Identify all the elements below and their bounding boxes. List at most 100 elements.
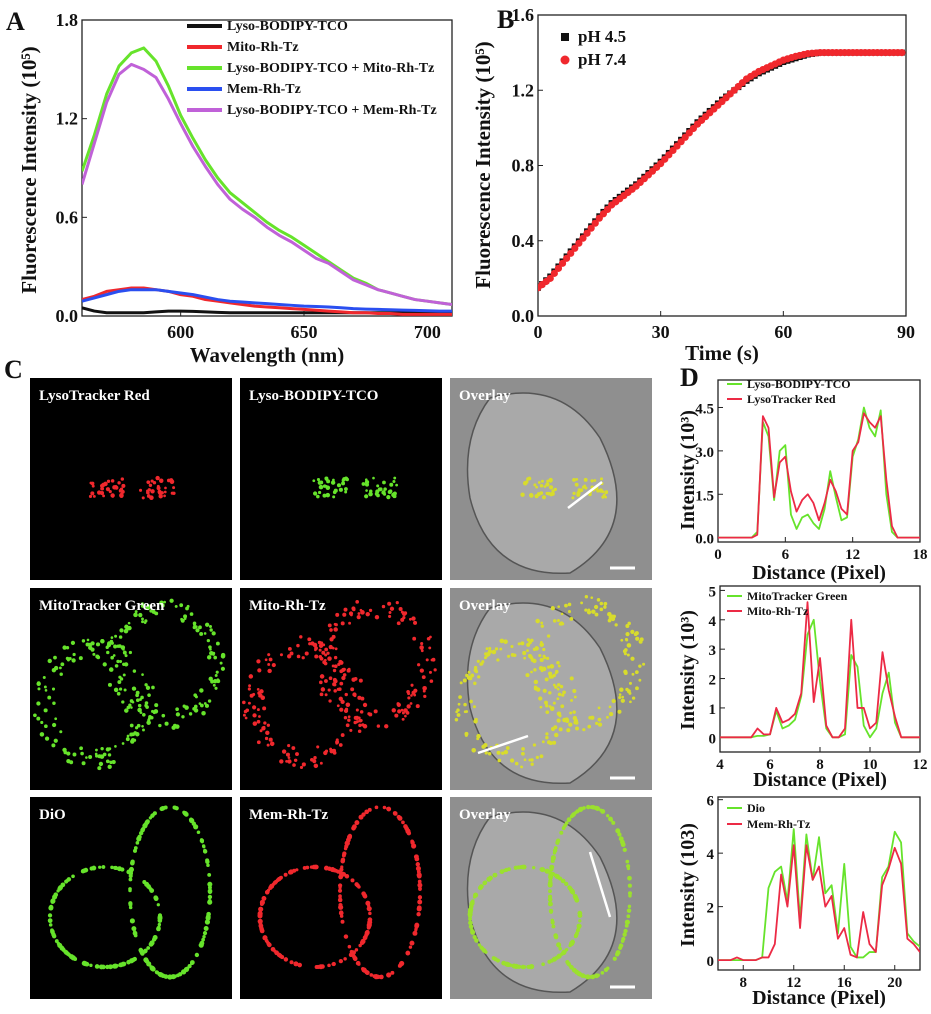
fluorescent-signal	[548, 485, 554, 490]
plot-frame	[717, 379, 921, 543]
fluorescent-signal	[289, 960, 294, 965]
fluorescent-signal	[366, 906, 372, 912]
fluorescent-signal	[642, 662, 646, 666]
fluorescent-signal	[420, 649, 424, 653]
fluorescent-signal	[130, 706, 133, 709]
fluorescent-signal	[274, 879, 279, 884]
fluorescent-signal	[264, 658, 268, 662]
fluorescent-signal	[482, 880, 487, 886]
fluorescent-signal	[108, 667, 114, 672]
fluorescent-signal	[560, 878, 566, 884]
fluorescent-signal	[570, 939, 575, 945]
fluorescent-signal	[468, 921, 473, 925]
fluorescent-signal	[331, 664, 335, 668]
fluorescent-signal	[549, 664, 555, 669]
fluorescent-signal	[366, 925, 371, 930]
y-tick-label: 0.8	[512, 156, 535, 176]
fluorescent-signal	[90, 641, 95, 646]
fluorescent-signal	[401, 717, 405, 721]
fluorescent-signal	[125, 737, 130, 742]
fluorescent-signal	[33, 713, 37, 718]
fluorescent-signal	[146, 946, 151, 950]
fluorescent-signal	[354, 820, 360, 826]
fluorescent-signal	[523, 656, 526, 660]
fluorescent-signal	[155, 475, 160, 481]
fluorescent-signal	[525, 480, 529, 484]
fluorescent-signal	[499, 638, 505, 644]
fluorescent-signal	[220, 654, 226, 659]
fluorescent-signal	[574, 969, 580, 975]
fluorescent-signal	[153, 896, 159, 902]
y-tick-label: 0.4	[512, 231, 535, 251]
fluorescent-signal	[539, 491, 544, 495]
fluorescent-signal	[406, 704, 411, 709]
fluorescent-signal	[382, 480, 386, 485]
fluorescent-signal	[335, 612, 340, 617]
fluorescent-signal	[465, 673, 469, 678]
fluorescent-signal	[542, 688, 547, 693]
fluorescent-signal	[332, 490, 337, 495]
fluorescent-signal	[287, 654, 292, 659]
fluorescent-signal	[569, 676, 574, 681]
fluorescent-signal	[338, 687, 342, 692]
fluorescent-signal	[516, 865, 521, 870]
fluorescent-signal	[318, 964, 323, 969]
fluorescent-signal	[160, 805, 166, 811]
fluorescent-signal	[90, 866, 94, 871]
fluorescent-signal	[361, 482, 366, 486]
fluorescent-signal	[607, 611, 612, 617]
fluorescent-signal	[164, 721, 169, 726]
fluorescent-signal	[486, 651, 491, 657]
fluorescent-signal	[274, 950, 279, 956]
fluorescent-signal	[312, 479, 316, 483]
fluorescent-signal	[119, 487, 124, 491]
fluorescent-signal	[402, 615, 406, 620]
fluorescent-signal	[292, 763, 296, 767]
fluorescent-signal	[551, 489, 555, 493]
fluorescent-signal	[335, 740, 340, 745]
fluorescent-signal	[481, 660, 485, 664]
fluorescent-signal	[78, 656, 83, 661]
fluorescent-signal	[109, 639, 114, 644]
fluorescent-signal	[549, 867, 554, 872]
fluorescent-signal	[318, 648, 322, 652]
fluorescent-signal	[48, 923, 53, 927]
fluorescent-signal	[410, 683, 414, 687]
fluorescent-signal	[43, 685, 47, 689]
fluorescent-signal	[201, 710, 206, 716]
fluorescent-signal	[458, 695, 462, 699]
fluorescent-signal	[520, 765, 523, 769]
fluorescent-signal	[580, 973, 586, 979]
fluorescent-signal	[359, 710, 364, 714]
fluorescent-signal	[325, 485, 331, 490]
fluorescent-signal	[559, 830, 564, 835]
fluorescent-signal	[530, 670, 533, 674]
fluorescent-signal	[538, 653, 542, 658]
fluorescent-signal	[561, 826, 566, 831]
y-tick-label: 1.5	[695, 488, 714, 504]
fluorescent-signal	[208, 624, 212, 628]
fluorescent-signal	[408, 945, 413, 949]
chart-D1: 0 6 12 18 0.0 1.5 3.0 4.5 Distance (Pixel) Intens…	[677, 377, 928, 584]
fluorescent-signal	[248, 674, 254, 679]
fluorescent-signal	[345, 477, 349, 482]
fluorescent-signal	[54, 717, 58, 721]
fluorescent-signal	[133, 930, 137, 934]
fluorescent-signal	[80, 751, 84, 756]
fluorescent-signal	[554, 671, 558, 675]
fluorescent-signal	[332, 677, 337, 682]
fluorescent-signal	[143, 621, 147, 624]
fluorescent-signal	[314, 654, 319, 659]
x-tick-label: 12	[786, 975, 801, 991]
fluorescent-signal	[404, 826, 409, 831]
fluorescent-signal	[112, 963, 118, 969]
fluorescent-signal	[163, 490, 167, 494]
fluorescent-signal	[358, 814, 364, 820]
fluorescent-signal	[99, 483, 105, 488]
fluorescent-signal	[128, 703, 132, 707]
fluorescent-signal	[496, 658, 500, 662]
fluorescent-signal	[214, 673, 218, 677]
data-point	[571, 244, 579, 252]
fluorescent-signal	[546, 479, 550, 483]
fluorescent-signal	[535, 755, 539, 759]
